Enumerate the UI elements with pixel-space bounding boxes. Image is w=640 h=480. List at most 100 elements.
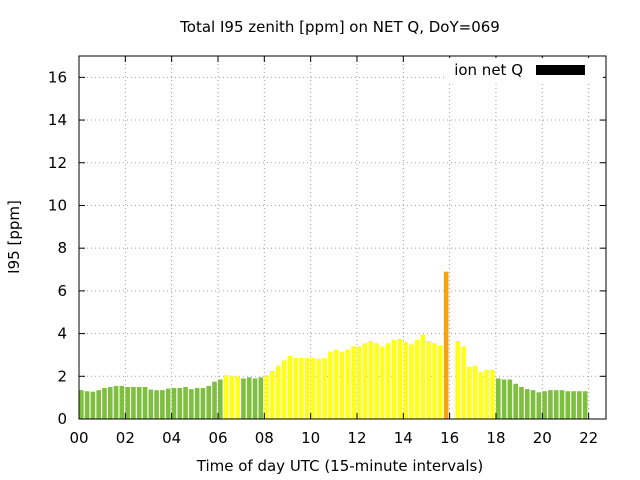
bar [542,391,547,419]
bar [293,358,298,419]
x-tick-label: 08 [255,429,274,447]
bar [212,381,217,419]
y-tick-label: 14 [48,111,67,129]
x-tick-label: 06 [208,429,227,447]
bar [275,365,281,419]
bar [414,339,420,419]
y-tick-label: 10 [48,196,67,214]
bar [270,370,275,419]
bar [472,365,478,419]
bar [165,388,171,419]
bar [136,386,142,419]
x-tick-label: 10 [301,429,320,447]
bar [536,392,542,419]
bar [148,389,154,419]
bar [119,385,125,419]
x-tick-label: 22 [579,429,598,447]
bar [507,379,513,419]
bar [432,343,437,419]
bar [426,341,432,419]
bar [530,390,536,419]
bar [362,343,368,419]
bar [310,358,316,419]
bar [252,378,258,419]
bar [333,349,339,419]
bar [316,359,322,419]
x-tick-label: 16 [440,429,459,447]
y-tick-label: 16 [48,68,67,86]
x-tick-label: 04 [162,429,181,447]
bar [177,388,183,419]
bar [235,376,240,419]
bar [548,390,553,419]
chart-title: Total I95 zenith [ppm] on NET Q, DoY=069 [179,18,500,36]
bars [79,271,588,419]
bar [351,346,356,419]
bar [90,391,96,419]
bar [565,391,571,419]
x-tick-label: 12 [347,429,366,447]
bar [397,338,403,419]
bar [391,339,397,419]
bar [131,386,136,419]
bar [513,383,518,419]
bar [102,388,107,419]
bar [246,377,252,419]
bar [189,389,194,419]
bar [304,358,310,419]
bar [577,391,582,419]
bar [339,351,345,419]
bar [281,360,287,419]
bar [559,390,565,419]
bar [200,388,206,419]
bar [467,366,472,419]
bar [495,378,501,419]
bar [478,372,484,419]
bar [501,379,507,419]
y-tick-label: 12 [48,154,67,172]
bar [524,389,530,419]
bar [217,379,223,419]
bar [264,375,269,419]
x-tick-label: 00 [69,429,88,447]
bar [403,342,408,419]
bar [142,386,148,419]
bar [438,345,443,419]
bar [461,346,466,419]
bar [183,386,188,419]
bar [582,391,588,419]
bar [258,377,264,419]
bar [125,386,130,419]
bar [484,369,490,419]
bar [420,334,426,419]
y-tick-label: 4 [57,325,67,343]
bar [96,390,102,419]
x-axis-label: Time of day UTC (15-minute intervals) [196,457,483,475]
bar [571,391,576,419]
bar [107,386,113,419]
plot-frame [78,55,607,420]
y-tick-label: 2 [57,367,67,385]
y-tick-label: 6 [57,282,67,300]
bar [356,346,362,419]
bar [194,388,200,419]
bar [519,386,524,419]
y-axis-label: I95 [ppm] [5,200,23,274]
bar [171,388,177,419]
bar [374,343,379,419]
legend-swatch [536,65,585,75]
x-tick-label: 18 [486,429,505,447]
bar [328,351,333,419]
x-tick-label: 20 [533,429,552,447]
bar [299,358,304,419]
bar [84,391,90,419]
bar [455,341,461,419]
legend-label: ion net Q [454,61,523,79]
x-tick-label: 14 [394,429,413,447]
bar [154,390,159,419]
bar [113,385,119,419]
bar [229,376,235,419]
x-tick-label: 02 [116,429,135,447]
